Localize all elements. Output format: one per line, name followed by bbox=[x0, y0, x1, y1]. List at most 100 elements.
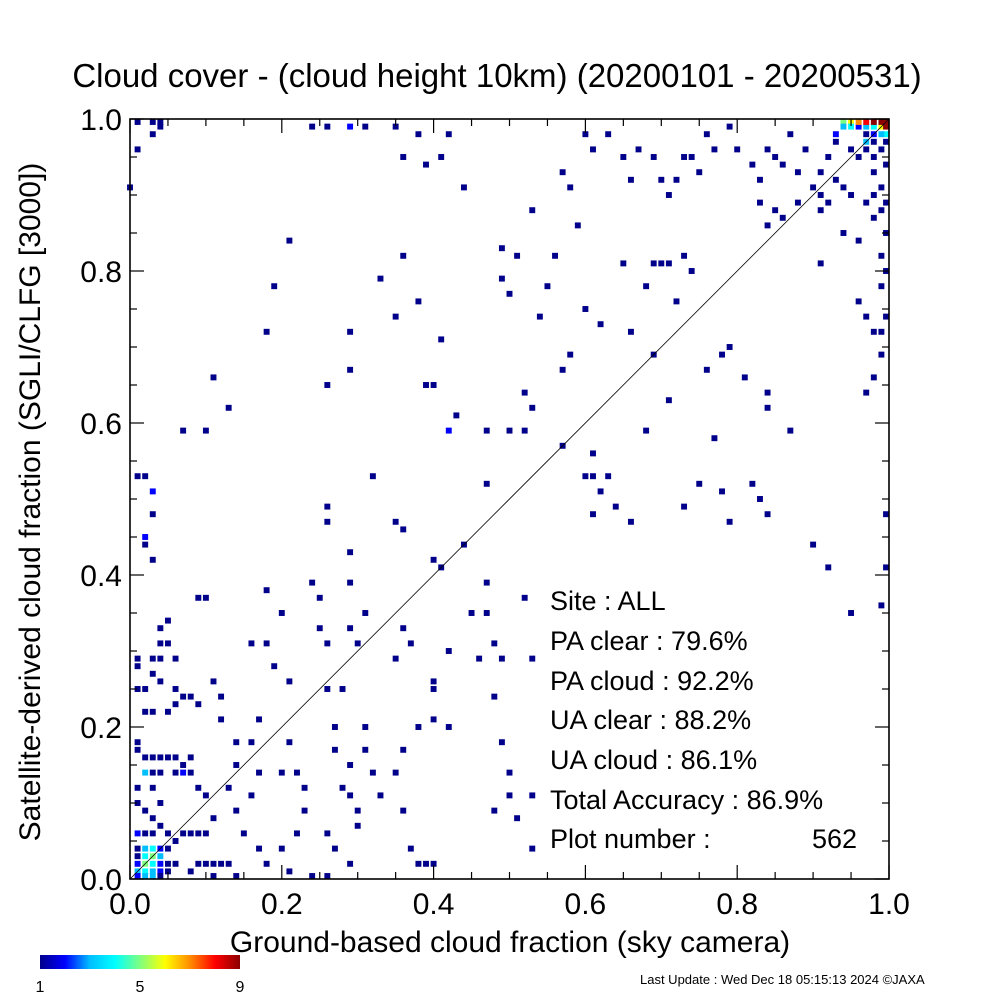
heatmap-cell bbox=[810, 541, 817, 548]
heatmap-cell bbox=[157, 853, 164, 860]
y-tick-label: 0.0 bbox=[80, 864, 122, 897]
heatmap-cell bbox=[574, 222, 581, 229]
heatmap-cell bbox=[415, 860, 422, 867]
heatmap-cell bbox=[369, 769, 376, 776]
heatmap-cell bbox=[134, 853, 141, 860]
heatmap-cell bbox=[878, 283, 885, 290]
heatmap-cell bbox=[301, 784, 308, 791]
heatmap-cell bbox=[590, 473, 596, 480]
heatmap-cell bbox=[347, 860, 354, 867]
heatmap-cell bbox=[172, 754, 179, 761]
heatmap-cell bbox=[536, 313, 543, 320]
colorbar-tick-label: 1 bbox=[36, 979, 45, 996]
heatmap-cell bbox=[172, 701, 179, 708]
heatmap-cell bbox=[225, 860, 232, 867]
heatmap-cell bbox=[195, 594, 202, 601]
heatmap-cell bbox=[134, 860, 141, 867]
heatmap-cell bbox=[347, 579, 354, 586]
heatmap-cell bbox=[157, 868, 164, 875]
x-tick-label: 0.8 bbox=[716, 888, 758, 921]
stat-ua-clear: UA clear : 88.2% bbox=[550, 705, 751, 735]
heatmap-cell bbox=[142, 686, 149, 692]
heatmap-cell bbox=[423, 382, 429, 388]
y-tick-label: 0.6 bbox=[80, 408, 122, 441]
heatmap-cell bbox=[347, 328, 354, 335]
heatmap-cell bbox=[180, 830, 187, 837]
stat-plot-number-value: 562 bbox=[812, 824, 857, 854]
heatmap-cell bbox=[218, 693, 225, 700]
heatmap-cell bbox=[347, 123, 354, 130]
heatmap-cell bbox=[870, 374, 877, 381]
heatmap-cell bbox=[157, 860, 164, 867]
heatmap-cell bbox=[354, 640, 361, 647]
heatmap-cell bbox=[696, 169, 703, 176]
heatmap-cell bbox=[703, 366, 710, 373]
heatmap-cell bbox=[627, 518, 634, 525]
heatmap-cell bbox=[726, 344, 733, 350]
heatmap-cell bbox=[248, 640, 255, 647]
heatmap-cell bbox=[392, 655, 399, 662]
heatmap-cell bbox=[544, 283, 551, 290]
heatmap-cell bbox=[863, 313, 870, 320]
heatmap-cell bbox=[863, 146, 870, 153]
heatmap-cell bbox=[650, 154, 657, 160]
heatmap-cell bbox=[832, 131, 839, 138]
heatmap-cell bbox=[658, 176, 665, 183]
heatmap-cell bbox=[582, 473, 589, 480]
heatmap-cell bbox=[749, 480, 756, 487]
heatmap-cell bbox=[157, 769, 164, 776]
heatmap-cell bbox=[498, 739, 505, 746]
heatmap-cell bbox=[400, 252, 407, 259]
heatmap-cell bbox=[688, 268, 695, 274]
heatmap-cell bbox=[294, 830, 300, 837]
heatmap-cell bbox=[331, 746, 338, 753]
heatmap-cell bbox=[324, 123, 331, 130]
heatmap-cell bbox=[430, 556, 437, 563]
heatmap-cell bbox=[195, 701, 202, 708]
heatmap-cell bbox=[164, 640, 171, 647]
heatmap-cell bbox=[400, 154, 407, 160]
heatmap-cell bbox=[134, 746, 141, 753]
heatmap-cell bbox=[369, 473, 376, 480]
heatmap-cell bbox=[590, 511, 596, 518]
heatmap-cell bbox=[650, 260, 657, 267]
heatmap-cell bbox=[848, 610, 855, 616]
heatmap-cell bbox=[172, 860, 179, 867]
heatmap-cell bbox=[149, 845, 156, 852]
heatmap-cell bbox=[225, 404, 232, 411]
heatmap-cell bbox=[324, 873, 331, 879]
heatmap-cell bbox=[210, 374, 217, 381]
heatmap-cell bbox=[415, 131, 422, 138]
heatmap-cell bbox=[347, 792, 354, 799]
heatmap-cell bbox=[149, 708, 156, 715]
heatmap-cell bbox=[825, 199, 832, 206]
heatmap-cell bbox=[665, 192, 672, 198]
heatmap-cell bbox=[180, 769, 187, 776]
heatmap-cell bbox=[271, 663, 278, 670]
heatmap-cell bbox=[794, 199, 801, 206]
heatmap-cell bbox=[445, 427, 452, 434]
heatmap-cell bbox=[149, 119, 156, 125]
heatmap-cell bbox=[400, 807, 407, 814]
heatmap-cell bbox=[567, 184, 574, 191]
heatmap-cell bbox=[294, 769, 300, 776]
heatmap-cell bbox=[142, 708, 149, 715]
heatmap-cell bbox=[491, 807, 498, 814]
heatmap-cell bbox=[643, 427, 650, 434]
x-tick-label: 0.0 bbox=[109, 888, 151, 921]
heatmap-cell bbox=[415, 724, 422, 730]
heatmap-cell bbox=[157, 640, 164, 647]
heatmap-cell bbox=[240, 830, 247, 837]
heatmap-cell bbox=[195, 784, 202, 791]
heatmap-cell bbox=[164, 845, 171, 852]
stat-site: Site : ALL bbox=[550, 586, 666, 616]
heatmap-cell bbox=[278, 769, 285, 776]
heatmap-cell bbox=[164, 617, 171, 624]
heatmap-cell bbox=[142, 873, 149, 879]
heatmap-cell bbox=[605, 473, 612, 480]
heatmap-cell bbox=[164, 830, 171, 837]
heatmap-cell bbox=[779, 161, 786, 168]
stat-pa-cloud: PA cloud : 92.2% bbox=[550, 666, 754, 696]
heatmap-cell bbox=[506, 792, 513, 799]
